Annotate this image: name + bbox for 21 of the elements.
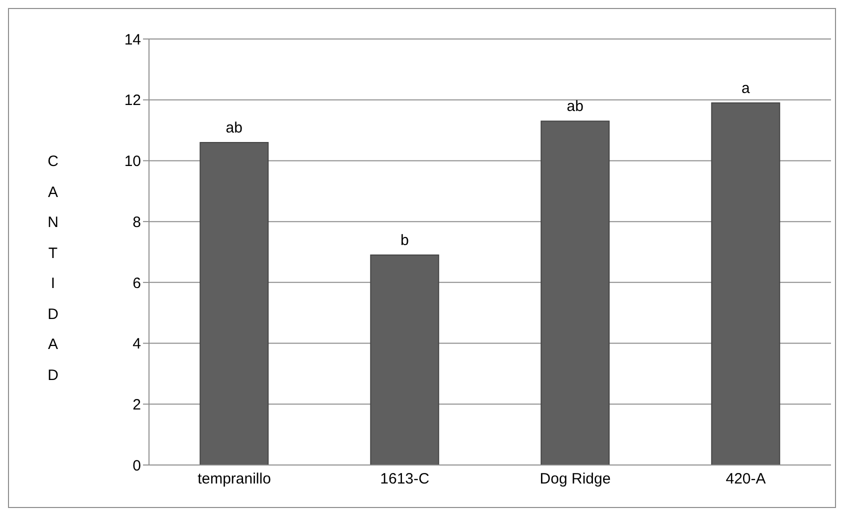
x-tick-label: 420-A (726, 470, 766, 488)
y-tick-label: 8 (132, 214, 141, 231)
y-tick-label: 10 (124, 153, 141, 170)
y-tick-label: 6 (132, 274, 141, 292)
y-tick-label: 2 (132, 396, 141, 414)
x-tick-label: 1613-C (380, 470, 430, 488)
bar (711, 102, 780, 465)
x-tick-label: Dog Ridge (540, 470, 611, 488)
bar (200, 142, 269, 465)
bar (540, 120, 610, 465)
data-label: a (741, 80, 750, 97)
data-label: b (400, 232, 409, 250)
y-tick-label: 12 (124, 92, 141, 110)
y-axis-title: CANTIDAD (46, 152, 60, 386)
y-tick-label: 0 (132, 457, 141, 474)
y-tick-label: 4 (132, 336, 141, 353)
x-tick-label: tempranillo (198, 470, 271, 488)
y-tick-label: 14 (124, 31, 141, 48)
data-label: ab (566, 98, 584, 116)
data-label: ab (226, 119, 242, 136)
bar (370, 254, 440, 465)
